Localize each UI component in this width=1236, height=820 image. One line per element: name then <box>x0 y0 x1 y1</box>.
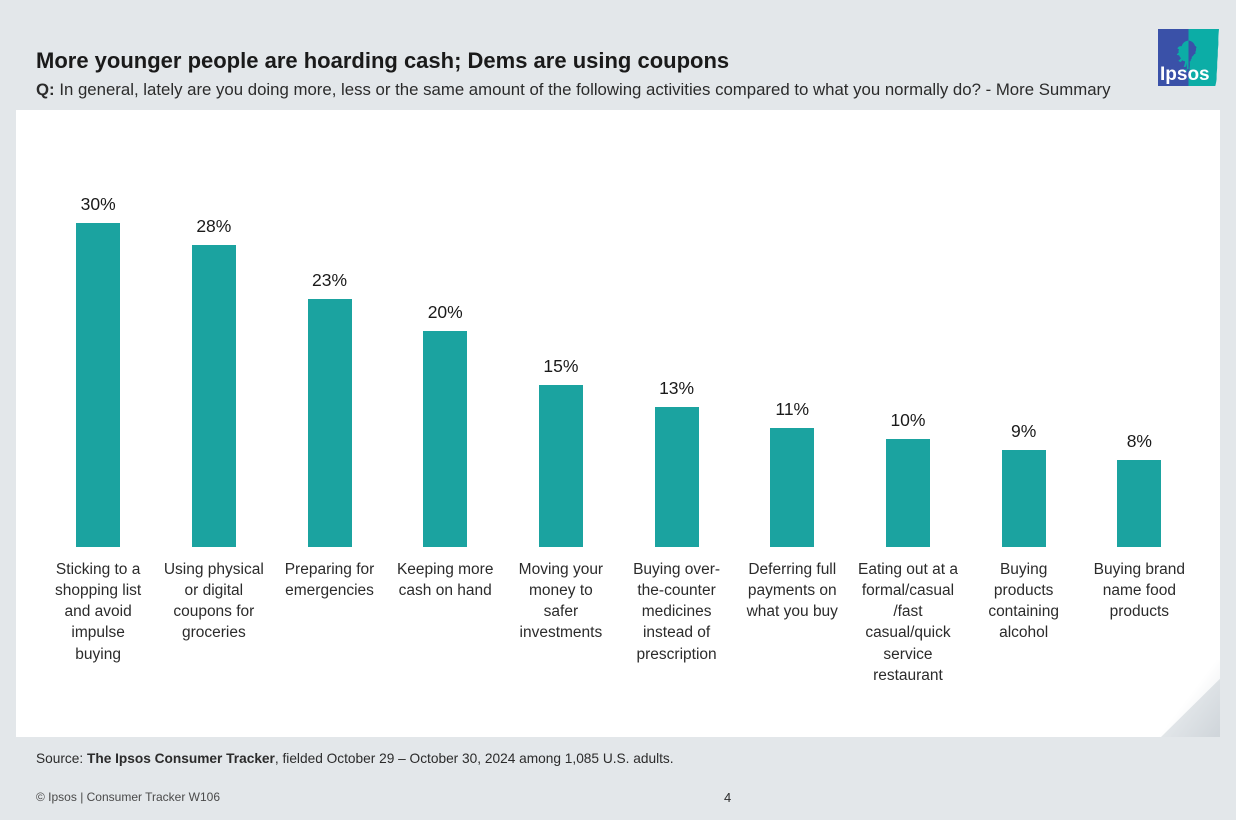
svg-text:Ipsos: Ipsos <box>1160 64 1210 85</box>
